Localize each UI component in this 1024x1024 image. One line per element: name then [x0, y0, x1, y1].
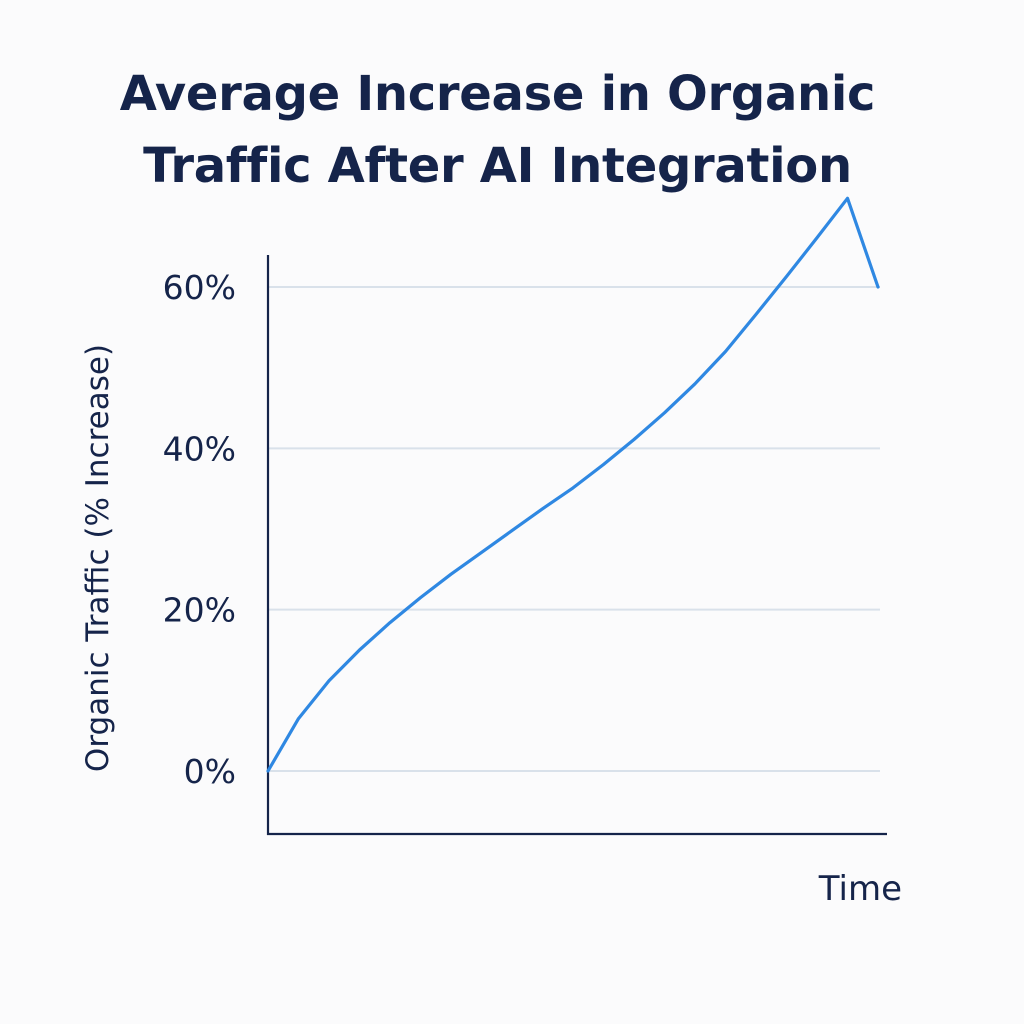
- chart-title-line-2: Traffic After AI Integration: [143, 138, 852, 194]
- y-tick-label: 40%: [163, 429, 236, 468]
- y-tick-label: 20%: [163, 591, 236, 630]
- series-line: [266, 196, 880, 773]
- y-tick-label: 60%: [163, 268, 236, 307]
- chart-title: Average Increase in Organic Traffic Afte…: [0, 58, 995, 202]
- chart-title-line-1: Average Increase in Organic: [119, 66, 876, 122]
- y-tick-label: 0%: [184, 752, 236, 791]
- y-axis-label: Organic Traffic (% Increase): [80, 344, 116, 772]
- y-tick-labels: 0% 20% 40% 60%: [163, 268, 236, 791]
- x-axis-label: Time: [818, 869, 902, 909]
- gridlines: [269, 286, 880, 772]
